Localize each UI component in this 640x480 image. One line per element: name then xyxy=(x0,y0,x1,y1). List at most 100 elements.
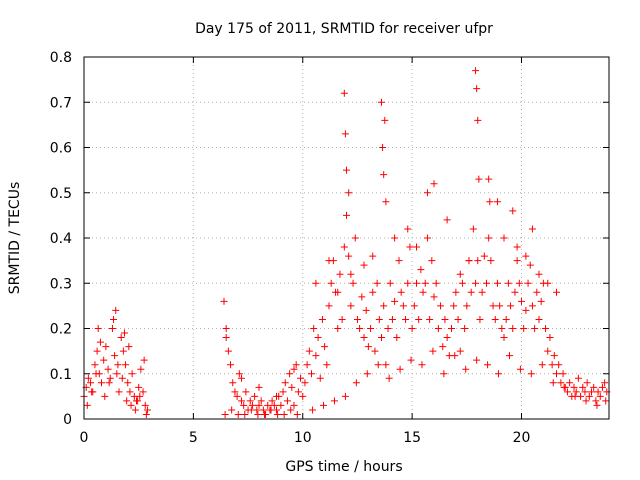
data-point xyxy=(504,279,512,287)
data-point xyxy=(318,315,326,323)
data-point xyxy=(478,288,486,296)
data-point xyxy=(557,379,565,387)
data-point xyxy=(279,388,287,396)
x-axis-title: GPS time / hours xyxy=(285,459,402,475)
data-point xyxy=(495,370,503,378)
data-point xyxy=(106,374,114,382)
data-point xyxy=(235,370,243,378)
data-point xyxy=(505,352,513,360)
data-point xyxy=(509,207,517,215)
data-point xyxy=(443,334,451,342)
data-point xyxy=(309,406,317,414)
data-point xyxy=(546,334,554,342)
data-point xyxy=(257,397,265,405)
data-point xyxy=(102,343,110,351)
data-point xyxy=(500,334,508,342)
data-point xyxy=(112,306,120,314)
data-point xyxy=(473,356,481,364)
data-point xyxy=(380,302,388,310)
data-point xyxy=(385,374,393,382)
data-point xyxy=(340,243,348,251)
data-point xyxy=(117,334,125,342)
data-point xyxy=(463,302,471,310)
data-point xyxy=(316,374,324,382)
y-tick-label: 0.8 xyxy=(50,50,72,66)
y-tick-label: 0.1 xyxy=(50,367,72,383)
data-point xyxy=(498,325,506,332)
data-point xyxy=(515,279,523,287)
data-point xyxy=(391,234,399,242)
data-point xyxy=(268,397,276,405)
data-point xyxy=(267,406,275,414)
data-point xyxy=(246,397,254,405)
data-point xyxy=(327,279,335,287)
data-point xyxy=(426,315,434,323)
data-point xyxy=(423,234,431,242)
data-point xyxy=(111,352,119,360)
data-point xyxy=(507,302,515,310)
data-point xyxy=(134,397,142,405)
data-point xyxy=(419,288,427,296)
data-point xyxy=(93,347,101,355)
data-point xyxy=(524,279,532,287)
data-point xyxy=(465,257,473,265)
data-point xyxy=(407,356,415,364)
data-point xyxy=(251,392,259,400)
data-point xyxy=(581,388,589,396)
data-point xyxy=(379,144,387,151)
data-point xyxy=(373,279,381,287)
data-point xyxy=(448,325,455,332)
data-point xyxy=(418,361,426,369)
data-point xyxy=(549,379,557,387)
data-point xyxy=(330,397,338,405)
data-point xyxy=(128,370,136,378)
data-point xyxy=(513,243,521,251)
data-point xyxy=(360,334,368,342)
data-point xyxy=(286,370,294,378)
data-point xyxy=(485,234,493,242)
data-point xyxy=(493,198,501,206)
plot-frame xyxy=(83,56,610,420)
data-point xyxy=(299,392,307,400)
data-point xyxy=(369,252,377,260)
data-point xyxy=(338,315,346,323)
data-point xyxy=(585,392,593,400)
data-point xyxy=(378,334,385,342)
data-point xyxy=(598,383,606,391)
data-point xyxy=(388,315,396,323)
data-point xyxy=(227,361,235,369)
data-point xyxy=(415,315,423,323)
data-point xyxy=(596,392,604,400)
data-point xyxy=(548,361,556,369)
data-point xyxy=(574,374,582,382)
data-point xyxy=(528,225,536,233)
data-point xyxy=(588,388,595,396)
data-point xyxy=(343,211,350,219)
data-point xyxy=(220,297,228,305)
data-point xyxy=(406,243,414,251)
data-point xyxy=(280,410,288,418)
data-point xyxy=(320,401,328,409)
data-point xyxy=(98,379,105,387)
data-point xyxy=(474,257,482,265)
data-point xyxy=(273,392,280,400)
data-point xyxy=(528,302,536,310)
data-point xyxy=(559,370,567,378)
data-point xyxy=(83,401,91,409)
data-point xyxy=(143,406,151,414)
data-point xyxy=(500,234,508,242)
data-point xyxy=(413,243,420,251)
data-point xyxy=(367,325,375,332)
data-point xyxy=(115,388,123,396)
data-point xyxy=(345,252,353,260)
data-point xyxy=(123,397,131,405)
data-point xyxy=(516,365,524,373)
data-point xyxy=(382,361,390,369)
data-point xyxy=(537,297,545,305)
data-point xyxy=(303,361,311,369)
data-point xyxy=(432,279,440,287)
data-point xyxy=(101,392,109,400)
data-point xyxy=(404,225,412,233)
data-point xyxy=(274,410,282,418)
